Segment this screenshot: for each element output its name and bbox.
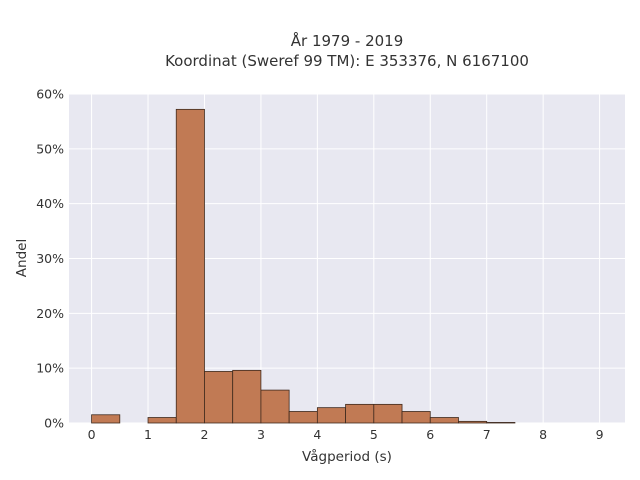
- y-axis-label: Andel: [14, 239, 30, 277]
- y-tick-label: 50%: [36, 141, 64, 156]
- histogram-bar-12: [429, 417, 459, 424]
- x-tick-label: 5: [370, 427, 378, 442]
- y-axis-ticks: 0% 10% 20% 30% 40% 50% 60%: [36, 87, 64, 431]
- histogram-bar-9: [345, 403, 375, 424]
- x-tick-label: 0: [88, 427, 96, 442]
- histogram-bar-2: [147, 417, 177, 424]
- x-tick-label: 4: [313, 427, 321, 442]
- x-tick-label: 6: [426, 427, 434, 442]
- x-tick-label: 8: [539, 427, 547, 442]
- y-tick-label: 10%: [36, 361, 64, 376]
- histogram-bars: [91, 108, 516, 424]
- histogram-bar-4: [204, 371, 234, 424]
- histogram-bar-14: [486, 422, 516, 424]
- histogram-bar-13: [458, 420, 488, 424]
- histogram-bar-8: [316, 407, 346, 424]
- chart-title-line-2: Koordinat (Sweref 99 TM): E 353376, N 61…: [165, 52, 529, 70]
- histogram-bar-5: [232, 369, 262, 424]
- histogram-bar-6: [260, 389, 290, 424]
- y-tick-label: 30%: [36, 251, 64, 266]
- y-tick-label: 0%: [44, 416, 64, 431]
- histogram-bar-11: [401, 411, 431, 424]
- chart-title-line-1: År 1979 - 2019: [291, 31, 404, 50]
- histogram-bar-3: [175, 108, 205, 424]
- histogram-bar-7: [288, 411, 318, 424]
- y-tick-label: 60%: [36, 87, 64, 102]
- x-axis-label: Vågperiod (s): [302, 448, 392, 465]
- x-tick-label: 1: [144, 427, 152, 442]
- x-tick-label: 2: [200, 427, 208, 442]
- histogram-bar-10: [373, 403, 403, 424]
- x-tick-label: 7: [483, 427, 491, 442]
- y-tick-label: 40%: [36, 196, 64, 211]
- x-tick-label: 9: [596, 427, 604, 442]
- x-axis-ticks: 0 1 2 3 4 5 6 7 8 9: [88, 427, 604, 442]
- x-tick-label: 3: [257, 427, 265, 442]
- histogram-bar-0: [91, 414, 121, 424]
- y-tick-label: 20%: [36, 306, 64, 321]
